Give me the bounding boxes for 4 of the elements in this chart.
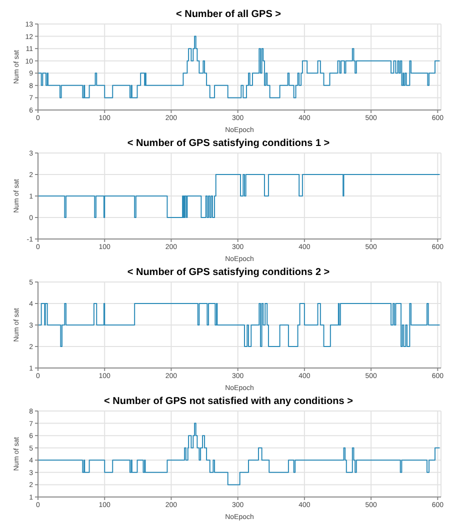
chart-title: < Number of GPS satisfying conditions 2 > xyxy=(126,266,331,279)
chart-title: < Number of GPS satisfying conditions 1 > xyxy=(126,137,331,150)
chart-title: < Number of all GPS > xyxy=(174,8,282,21)
chart-title: < Number of GPS not satisfied with any conditions > xyxy=(103,395,354,408)
